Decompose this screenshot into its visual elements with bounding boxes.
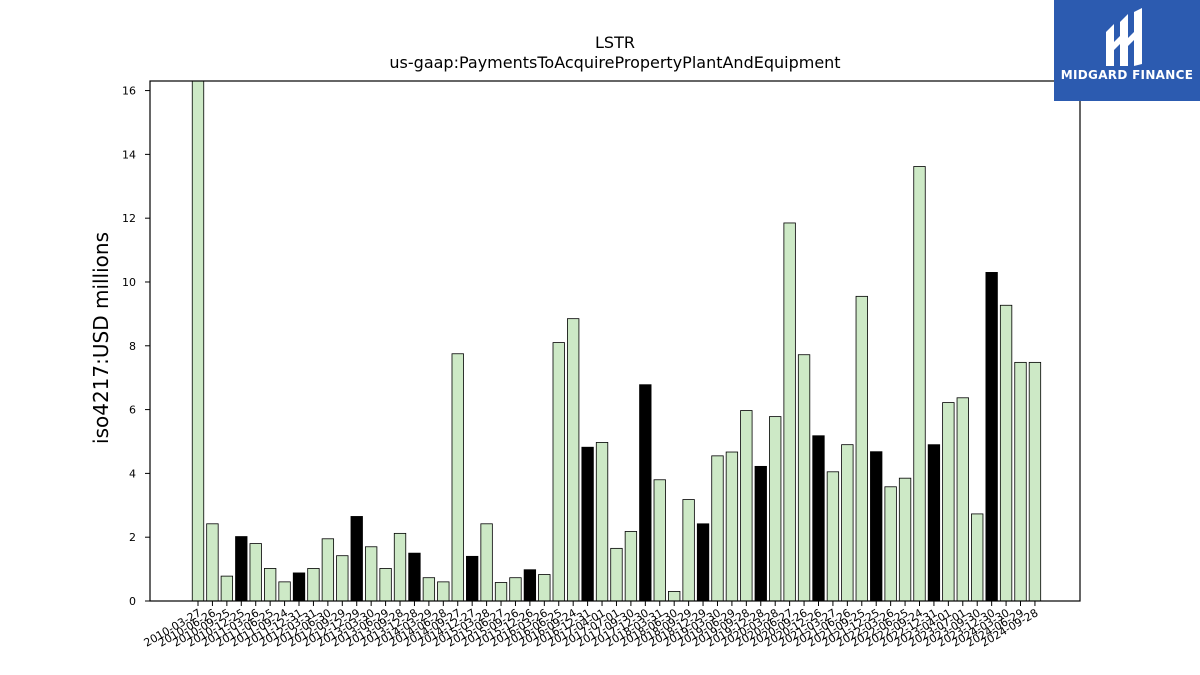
bar-2024-09-28 bbox=[1028, 361, 1042, 602]
y-tick-label: 6 bbox=[129, 404, 136, 417]
bar-2020-09-26 bbox=[797, 354, 811, 602]
bar-2014-03-29 bbox=[422, 577, 436, 602]
bar-2017-07-01 bbox=[610, 547, 623, 602]
bar-2012-03-31 bbox=[307, 568, 320, 602]
brand-name: MIDGARD FINANCE bbox=[1060, 68, 1194, 82]
bar-2014-12-27 bbox=[466, 555, 479, 602]
bar-2012-12-29 bbox=[350, 516, 363, 602]
y-tick-label: 8 bbox=[129, 340, 136, 353]
bar-2021-06-26 bbox=[841, 444, 854, 602]
midgard-logo-icon bbox=[1106, 8, 1142, 66]
brand-logo: MIDGARD FINANCE bbox=[1054, 0, 1200, 101]
bar-2017-12-30 bbox=[639, 384, 652, 602]
bar-2019-03-30 bbox=[711, 455, 724, 602]
bars-group bbox=[191, 80, 1042, 602]
bar-2010-03-27 bbox=[191, 80, 205, 602]
bar-2018-12-29 bbox=[696, 523, 710, 602]
bar-2016-03-26 bbox=[538, 574, 551, 602]
bar-2015-03-28 bbox=[480, 523, 493, 602]
x-axis: 2010-03-272010-06-262010-09-252010-12-25… bbox=[142, 601, 1040, 650]
bar-2010-06-26 bbox=[206, 523, 219, 602]
bar-2014-09-27 bbox=[451, 353, 464, 602]
bar-2016-09-24 bbox=[567, 318, 580, 602]
plot-frame bbox=[149, 80, 1081, 602]
bar-2017-09-30 bbox=[624, 531, 638, 602]
y-tick-label: 0 bbox=[129, 595, 136, 608]
y-tick-label: 16 bbox=[122, 85, 136, 98]
bar-2010-12-25 bbox=[235, 536, 248, 602]
bar-2021-09-25 bbox=[855, 295, 868, 602]
y-tick-label: 10 bbox=[122, 276, 136, 289]
bar-2023-07-01 bbox=[956, 397, 969, 602]
y-tick-label: 12 bbox=[122, 212, 136, 225]
bar-2019-12-28 bbox=[754, 465, 767, 602]
bar-2019-09-28 bbox=[740, 410, 753, 602]
bar-2022-06-25 bbox=[898, 477, 912, 602]
bar-2018-06-30 bbox=[668, 591, 681, 602]
bar-2022-12-31 bbox=[927, 444, 941, 602]
y-tick-label: 14 bbox=[122, 148, 136, 161]
bar-2021-12-25 bbox=[870, 451, 883, 602]
bar-2023-09-30 bbox=[971, 513, 984, 602]
bar-2016-06-25 bbox=[552, 342, 565, 602]
y-axis-label: iso4217:USD millions bbox=[89, 232, 113, 444]
bar-2023-04-01 bbox=[942, 402, 955, 602]
bar-2016-12-31 bbox=[581, 446, 594, 602]
bar-2015-09-26 bbox=[509, 577, 522, 602]
bar-2022-03-26 bbox=[884, 486, 897, 602]
bar-2018-03-31 bbox=[653, 479, 666, 602]
bar-2020-03-28 bbox=[769, 416, 782, 602]
bar-2012-09-29 bbox=[336, 555, 349, 602]
y-tick-label: 2 bbox=[129, 531, 136, 544]
chart-subtitle: us-gaap:PaymentsToAcquirePropertyPlantAn… bbox=[389, 53, 840, 72]
bar-2012-06-30 bbox=[321, 538, 335, 602]
bar-2021-03-27 bbox=[826, 471, 840, 602]
bar-2019-06-29 bbox=[725, 451, 739, 602]
bar-2015-12-26 bbox=[523, 569, 537, 602]
bar-2020-06-27 bbox=[783, 222, 796, 602]
bar-2014-06-28 bbox=[437, 581, 450, 602]
bar-2011-09-24 bbox=[278, 581, 291, 602]
bar-2024-06-29 bbox=[1014, 361, 1027, 602]
bar-2022-09-24 bbox=[913, 166, 926, 602]
bar-2024-03-30 bbox=[999, 304, 1013, 602]
bar-2011-03-26 bbox=[249, 543, 262, 602]
bar-2013-09-28 bbox=[393, 532, 407, 602]
y-axis: 0 2 4 6 8 10 12 14 16 bbox=[122, 85, 150, 608]
bar-2010-09-25 bbox=[220, 575, 234, 602]
bar-2013-06-29 bbox=[379, 568, 392, 602]
bar-2013-03-30 bbox=[365, 546, 378, 602]
bar-2013-12-28 bbox=[408, 552, 421, 602]
bar-2011-06-25 bbox=[263, 568, 277, 602]
bar-2020-12-26 bbox=[812, 435, 825, 602]
bar-2023-12-30 bbox=[985, 272, 998, 602]
bar-2015-06-27 bbox=[494, 582, 508, 602]
bar-2011-12-31 bbox=[292, 572, 306, 602]
bar-2018-09-29 bbox=[682, 499, 695, 602]
bar-2017-04-01 bbox=[595, 442, 609, 602]
chart-title: LSTR bbox=[595, 33, 635, 52]
y-tick-label: 4 bbox=[129, 467, 136, 480]
